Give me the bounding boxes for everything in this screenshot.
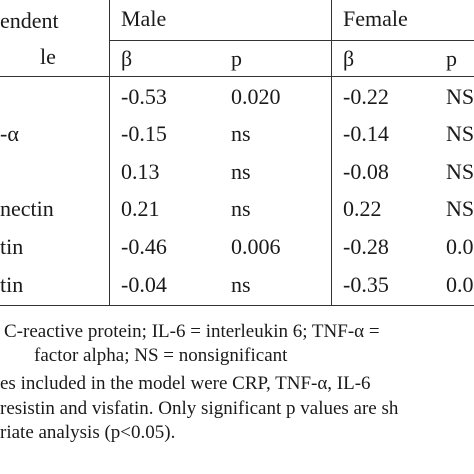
male-beta-header: β bbox=[121, 46, 133, 71]
footnote-line-1: C-reactive protein; IL-6 = interleukin 6… bbox=[4, 321, 380, 342]
female-beta-value: 0.22 bbox=[343, 196, 382, 221]
footnote-line-4: resistin and visfatin. Only significant … bbox=[0, 398, 399, 419]
column-divider-2 bbox=[331, 0, 332, 305]
footnote-line-2: factor alpha; NS = nonsignificant bbox=[34, 345, 288, 366]
female-beta-value: -0.35 bbox=[343, 272, 389, 297]
male-p-value: 0.020 bbox=[231, 84, 281, 109]
female-beta-value: -0.28 bbox=[343, 234, 389, 259]
row-variable: nectin bbox=[0, 196, 54, 221]
female-beta-value: -0.22 bbox=[343, 84, 389, 109]
male-p-value: 0.006 bbox=[231, 234, 281, 259]
female-group-header: Female bbox=[343, 6, 408, 31]
header-group-rule bbox=[109, 40, 474, 41]
male-p-value: ns bbox=[231, 196, 251, 221]
footnote-line-3: es included in the model were CRP, TNF-α… bbox=[0, 373, 371, 394]
col1-header-line1: endent bbox=[0, 8, 59, 33]
male-beta-value: -0.53 bbox=[121, 84, 167, 109]
female-beta-value: -0.14 bbox=[343, 121, 389, 146]
female-p-value: NS bbox=[446, 84, 474, 109]
male-p-value: ns bbox=[231, 121, 251, 146]
female-beta-value: -0.08 bbox=[343, 159, 389, 184]
male-p-header: p bbox=[231, 46, 242, 71]
column-divider-1 bbox=[109, 0, 110, 305]
female-p-value: NS bbox=[446, 121, 474, 146]
header-bottom-rule bbox=[0, 76, 474, 77]
female-p-value: NS bbox=[446, 196, 474, 221]
row-variable: tin bbox=[0, 234, 24, 259]
footnote-line-5: riate analysis (p<0.05). bbox=[0, 422, 176, 443]
male-p-value: ns bbox=[231, 272, 251, 297]
female-p-value: 0.0 bbox=[446, 234, 474, 259]
col1-header-line2: le bbox=[40, 44, 56, 69]
row-variable: tin bbox=[0, 272, 24, 297]
male-beta-value: -0.15 bbox=[121, 121, 167, 146]
female-p-value: NS bbox=[446, 159, 474, 184]
female-beta-header: β bbox=[343, 46, 355, 71]
female-p-value: 0.0 bbox=[446, 272, 474, 297]
male-beta-value: 0.13 bbox=[121, 159, 160, 184]
male-beta-value: 0.21 bbox=[121, 196, 160, 221]
male-beta-value: -0.04 bbox=[121, 272, 167, 297]
male-group-header: Male bbox=[121, 6, 167, 31]
female-p-header: p bbox=[446, 46, 457, 71]
row-variable: -α bbox=[0, 121, 19, 146]
male-beta-value: -0.46 bbox=[121, 234, 167, 259]
male-p-value: ns bbox=[231, 159, 251, 184]
table-bottom-rule bbox=[0, 305, 474, 306]
